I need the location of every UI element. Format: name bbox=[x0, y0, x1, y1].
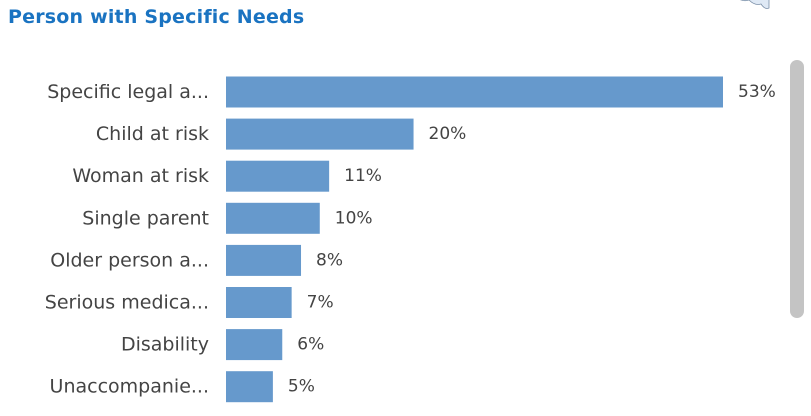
category-label: Serious medica... bbox=[45, 292, 209, 314]
bar[interactable] bbox=[226, 287, 292, 318]
data-label: 5% bbox=[288, 377, 315, 397]
category-label: Disability bbox=[121, 334, 209, 356]
bar[interactable] bbox=[226, 202, 320, 234]
map-icon[interactable] bbox=[735, 0, 771, 18]
data-label: 20% bbox=[429, 124, 467, 144]
chart-title: Person with Specific Needs bbox=[8, 6, 305, 28]
bar[interactable] bbox=[226, 371, 273, 403]
category-label: Child at risk bbox=[96, 123, 209, 145]
data-label: 8% bbox=[316, 250, 343, 270]
category-label: Unaccompanie... bbox=[50, 376, 209, 398]
bar[interactable] bbox=[226, 118, 414, 150]
data-label: 11% bbox=[344, 166, 382, 186]
bar[interactable] bbox=[226, 329, 283, 361]
data-label: 6% bbox=[297, 335, 324, 355]
scrollbar-thumb[interactable] bbox=[790, 60, 804, 318]
category-label: Woman at risk bbox=[72, 165, 209, 187]
category-label: Older person a... bbox=[50, 249, 209, 271]
bar[interactable] bbox=[226, 76, 723, 108]
data-label: 7% bbox=[307, 293, 334, 313]
bar[interactable] bbox=[226, 244, 302, 276]
category-label: Single parent bbox=[82, 207, 209, 229]
data-label: 53% bbox=[738, 82, 776, 102]
data-label: 10% bbox=[335, 208, 373, 228]
bar[interactable] bbox=[226, 160, 330, 192]
category-label: Specific legal a... bbox=[47, 81, 209, 103]
